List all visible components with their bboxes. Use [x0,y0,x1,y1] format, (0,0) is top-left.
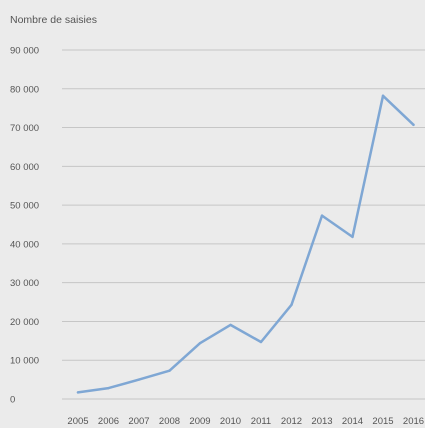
y-tick-label: 50 000 [10,201,39,212]
x-tick-label: 2013 [311,416,332,427]
data-point [351,235,354,239]
x-tick-label: 2016 [403,416,424,427]
data-point [320,214,324,217]
y-tick-label: 60 000 [10,162,39,173]
x-tick-label: 2011 [251,416,271,427]
x-tick-label: 2005 [67,416,88,427]
series-group [76,94,415,394]
y-tick-label: 90 000 [10,46,39,57]
y-tick-label: 0 [10,395,15,406]
y-tick-label: 20 000 [10,317,39,328]
data-point [290,303,293,306]
data-point [412,123,415,127]
y-tick-label: 10 000 [10,356,39,367]
x-tick-label: 2009 [189,416,210,427]
data-point [198,341,202,345]
data-point [168,369,171,372]
data-point [107,386,110,390]
data-point [259,340,263,344]
data-point [229,323,232,327]
data-point [137,378,141,381]
y-tick-label: 40 000 [10,239,39,250]
y-tick-label: 30 000 [10,278,39,289]
y-axis-title: Nombre de saisies [10,14,97,26]
x-tick-label: 2012 [281,416,302,427]
x-tick-label: 2006 [98,416,119,427]
x-tick-label: 2007 [128,416,149,427]
y-tick-label: 80 000 [10,84,39,95]
x-tick-label: 2014 [342,416,363,427]
data-point [76,391,80,394]
y-tick-labels: 0 10 000 20 000 30 000 40 000 50 000 60 000 70 … [10,46,39,406]
y-tick-label: 70 000 [10,123,39,134]
x-tick-label: 2010 [220,416,241,427]
x-tick-labels: 2005 2006 2007 2008 2009 2010 2011 2012 2013 2014… [67,416,424,427]
x-tick-label: 2015 [372,416,393,427]
data-point [381,94,385,97]
x-tick-label: 2008 [159,416,180,427]
series-line-0 [76,94,415,394]
gridlines [62,49,425,400]
